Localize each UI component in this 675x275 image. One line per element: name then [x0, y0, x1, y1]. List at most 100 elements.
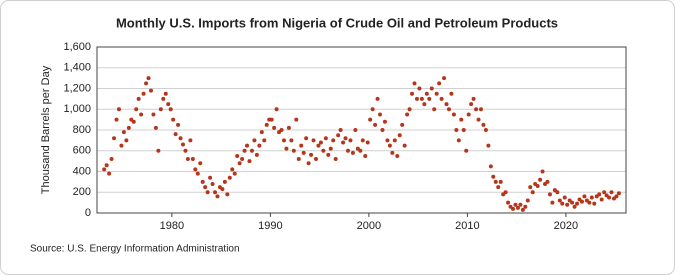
data-point	[262, 138, 267, 143]
data-point	[257, 143, 262, 148]
data-point	[565, 202, 570, 207]
data-point	[245, 143, 250, 148]
data-point	[176, 122, 181, 127]
data-point	[461, 128, 466, 132]
data-point	[341, 140, 346, 145]
data-point	[575, 201, 580, 206]
data-point	[459, 117, 464, 122]
data-point	[102, 167, 107, 172]
data-point	[195, 171, 200, 176]
data-point	[353, 128, 358, 132]
data-point	[395, 153, 400, 158]
data-point	[562, 195, 567, 200]
data-point	[609, 190, 614, 195]
data-point	[410, 91, 415, 96]
data-point	[570, 200, 575, 205]
data-point	[163, 91, 168, 96]
data-point	[496, 185, 501, 190]
data-point	[540, 169, 545, 174]
data-point	[213, 190, 218, 195]
data-point	[572, 204, 577, 209]
data-point	[161, 96, 166, 101]
data-point	[225, 192, 230, 197]
y-tick-label: 1,400	[63, 62, 91, 74]
data-point	[560, 201, 565, 206]
data-point	[153, 125, 158, 130]
data-point	[579, 199, 584, 204]
data-point	[126, 125, 131, 130]
data-point	[185, 157, 190, 162]
data-point	[331, 138, 336, 143]
data-point	[439, 96, 444, 101]
data-point	[269, 117, 274, 122]
data-point	[511, 206, 516, 211]
data-point	[274, 107, 279, 112]
data-point	[346, 148, 351, 153]
data-point	[486, 143, 491, 148]
data-point	[427, 96, 432, 101]
data-point	[437, 81, 442, 86]
data-point	[451, 112, 456, 117]
data-point	[515, 205, 520, 210]
data-point	[363, 153, 368, 158]
data-point	[444, 102, 449, 107]
data-point	[215, 194, 220, 199]
data-point	[259, 130, 264, 135]
data-point	[299, 143, 304, 148]
data-point	[254, 152, 259, 157]
data-point	[523, 204, 528, 209]
data-point	[313, 157, 318, 162]
data-point	[124, 138, 129, 143]
data-point	[350, 150, 355, 155]
data-point	[171, 117, 176, 122]
data-point	[434, 91, 439, 96]
x-tick-label: 2000	[357, 220, 381, 232]
data-point	[242, 148, 247, 153]
data-point	[304, 136, 309, 141]
data-point	[587, 200, 592, 205]
data-point	[466, 112, 471, 117]
data-point	[429, 86, 434, 91]
data-point	[478, 107, 483, 112]
data-point	[326, 152, 331, 157]
data-point	[240, 157, 245, 162]
data-point	[506, 200, 511, 205]
data-point	[316, 143, 321, 148]
source-note: Source: U.S. Energy Information Administ…	[30, 244, 240, 255]
data-point	[607, 195, 612, 200]
data-point	[513, 202, 518, 207]
data-point	[173, 132, 178, 137]
y-tick-label: 200	[73, 186, 91, 198]
data-point	[375, 96, 380, 101]
data-point	[392, 138, 397, 143]
data-point	[419, 96, 424, 101]
data-point	[358, 148, 363, 153]
data-point	[405, 112, 410, 117]
data-point	[545, 179, 550, 184]
data-point	[614, 194, 619, 199]
data-point	[488, 164, 493, 169]
x-tick-label: 2020	[554, 220, 578, 232]
data-point	[296, 157, 301, 162]
data-point	[264, 122, 269, 127]
data-point	[144, 81, 149, 86]
data-point	[503, 190, 508, 195]
data-point	[286, 125, 291, 130]
data-point	[136, 96, 141, 101]
y-tick-label: 400	[73, 165, 91, 177]
data-point	[336, 133, 341, 138]
data-point	[121, 130, 126, 135]
data-point	[397, 133, 402, 138]
data-point	[387, 143, 392, 148]
y-axis-label: Thousand Barrels per Day	[40, 65, 52, 194]
data-point	[230, 167, 235, 172]
y-tick-label: 1,000	[63, 103, 91, 115]
y-tick-label: 800	[73, 124, 91, 136]
data-point	[498, 179, 503, 184]
data-point	[547, 192, 552, 197]
data-point	[178, 136, 183, 141]
data-point	[232, 171, 237, 176]
data-point	[208, 175, 213, 180]
data-point	[183, 148, 188, 153]
